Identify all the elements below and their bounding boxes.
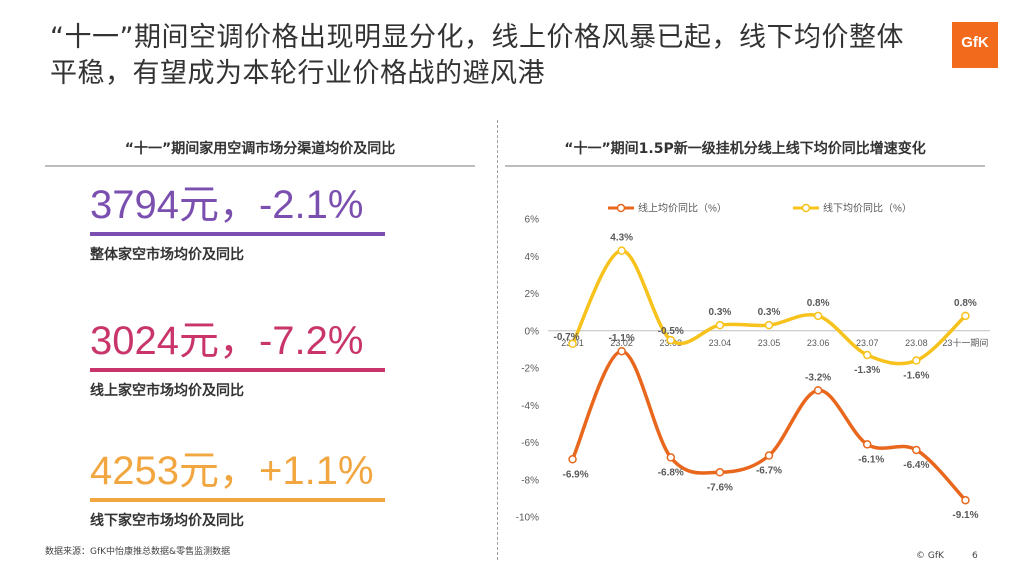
data-point [715, 468, 725, 477]
stat-offline-label: 线下家空市场均价及同比 [90, 513, 244, 529]
right-heading-underline [505, 165, 985, 167]
gfk-logo: GfK [952, 22, 998, 68]
y-tick-label: 0% [525, 326, 540, 337]
stat-offline-bar [90, 498, 385, 502]
x-tick-label: 23.04 [709, 338, 732, 348]
logo-text: GfK [961, 34, 989, 51]
left-heading-underline [45, 165, 475, 167]
data-source-note: 数据来源：GfK中怡康推总数据&零售监测数据 [45, 547, 231, 557]
y-tick-label: -4% [521, 401, 539, 412]
data-point [961, 495, 970, 505]
x-tick-label: 23.07 [856, 338, 879, 348]
stat-offline: 4253元，+1.1% 线下家空市场均价及同比 [90, 448, 390, 530]
data-point [862, 350, 872, 360]
data-label: -3.2% [805, 372, 831, 383]
legend-label: 线上均价同比（%） [638, 202, 727, 215]
data-label: -0.7% [553, 332, 579, 343]
data-label: -6.4% [903, 460, 929, 471]
x-tick-label: 23.08 [905, 338, 928, 348]
data-point [764, 320, 774, 330]
stat-overall-bar [90, 232, 385, 236]
data-label: 0.8% [807, 298, 830, 309]
data-point [568, 339, 577, 349]
y-tick-label: 6% [525, 215, 540, 226]
data-label: -1.3% [854, 365, 880, 376]
stat-online-bar [90, 368, 385, 372]
y-tick-label: -6% [521, 438, 539, 449]
stat-online: 3024元，-7.2% 线上家空市场均价及同比 [90, 318, 390, 400]
data-point [862, 440, 872, 449]
data-point [715, 320, 725, 330]
legend-label: 线下均价同比（%） [823, 202, 912, 215]
x-tick-label: 23.02 [610, 338, 633, 348]
data-label: 4.3% [610, 233, 633, 244]
stat-online-label: 线上家空市场均价及同比 [90, 383, 244, 399]
x-tick-label: 23.06 [807, 338, 830, 348]
data-label: -6.9% [562, 469, 588, 480]
y-tick-label: -10% [516, 513, 539, 524]
data-label: -7.6% [707, 482, 733, 493]
x-tick-label: 23十一期间 [942, 337, 988, 348]
data-point [617, 246, 626, 255]
page-title: “十一”期间空调价格出现明显分化，线上价格风暴已起，线下均价整体平稳，有望成为本… [50, 22, 904, 89]
stat-overall: 3794元，-2.1% 整体家空市场均价及同比 [90, 182, 390, 264]
data-point [912, 356, 921, 365]
stat-overall-value: 3794元，-2.1% [90, 183, 364, 227]
page-number: 6 [972, 551, 978, 561]
data-label: -1.1% [609, 333, 635, 344]
stat-offline-value: 4253元，+1.1% [90, 449, 374, 493]
data-point [813, 311, 823, 321]
panel-divider [497, 120, 498, 560]
data-point [617, 346, 626, 356]
data-label: 0.3% [758, 307, 781, 318]
data-point [764, 451, 774, 460]
y-tick-label: -8% [521, 475, 539, 486]
legend-swatch-marker [616, 203, 626, 213]
x-tick-label: 23.05 [758, 338, 781, 348]
left-panel-heading: “十一”期间家用空调市场分渠道均价及同比 [124, 141, 396, 157]
legend-swatch-marker [801, 203, 811, 213]
data-point [666, 453, 676, 462]
data-label: -9.1% [952, 510, 978, 521]
stat-overall-label: 整体家空市场均价及同比 [90, 247, 244, 263]
data-point [666, 335, 676, 345]
y-tick-label: -2% [521, 364, 539, 375]
copyright: © GfK [916, 551, 944, 561]
data-point [568, 455, 577, 464]
y-tick-label: 2% [525, 289, 540, 300]
data-point [813, 386, 823, 395]
data-label: -1.6% [903, 371, 929, 382]
data-point [912, 445, 921, 455]
data-label: -6.7% [756, 466, 782, 477]
data-label: -0.5% [658, 326, 684, 337]
data-label: 0.3% [708, 307, 731, 318]
data-point [961, 311, 970, 321]
data-label: -6.1% [858, 454, 884, 465]
right-panel-heading: “十一”期间1.5P新一级挂机分线上线下均价同比增速变化 [564, 141, 926, 157]
data-label: 0.8% [954, 298, 977, 309]
stat-online-value: 3024元，-7.2% [90, 319, 364, 363]
data-label: -6.8% [658, 467, 684, 478]
y-tick-label: 4% [525, 252, 540, 263]
